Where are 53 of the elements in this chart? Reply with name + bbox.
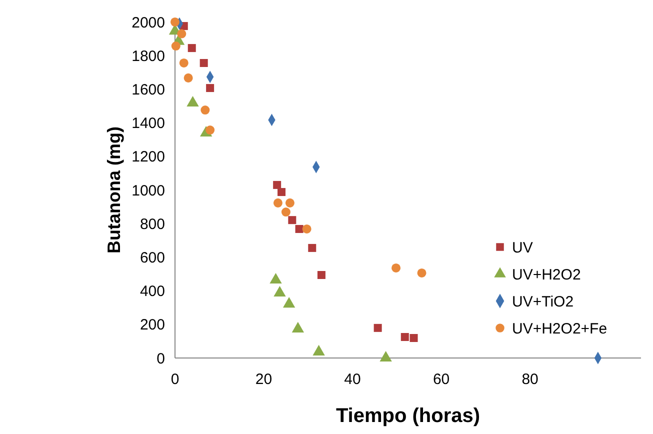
y-tick-label: 600 — [140, 249, 165, 266]
point — [302, 224, 312, 234]
point — [400, 333, 409, 341]
point — [188, 44, 196, 52]
point — [273, 180, 282, 189]
point — [295, 224, 304, 233]
y-tick-label: 400 — [140, 283, 165, 300]
point — [274, 286, 286, 296]
y-tick-label: 800 — [140, 216, 165, 233]
point — [380, 350, 392, 362]
y-tick-label: 2000 — [132, 14, 165, 32]
y-tick-label: 1600 — [132, 81, 165, 98]
point — [308, 244, 316, 252]
legend-label: UV — [512, 239, 533, 256]
x-tick-label: 60 — [432, 371, 450, 388]
y-tick-label: 0 — [156, 350, 165, 368]
point — [170, 17, 180, 27]
point — [179, 58, 188, 68]
point — [200, 106, 210, 115]
y-tick-label: 1200 — [132, 148, 165, 166]
point — [206, 84, 214, 92]
x-tick-label: 80 — [522, 371, 538, 388]
point — [200, 58, 208, 67]
point — [374, 324, 382, 332]
point — [312, 344, 325, 356]
point — [417, 268, 426, 278]
point — [281, 208, 290, 217]
point — [292, 322, 304, 332]
point — [392, 263, 401, 272]
point — [171, 42, 180, 51]
y-tick-label: 1800 — [132, 48, 165, 65]
point — [282, 297, 296, 308]
point — [273, 198, 282, 208]
point — [184, 73, 193, 82]
x-tick-label: 40 — [344, 371, 361, 388]
y-tick-label: 1000 — [132, 182, 165, 200]
legend-label: UV+TiO2 — [512, 293, 574, 310]
point — [206, 126, 215, 135]
x-tick-label: 0 — [170, 371, 180, 388]
legend-label: UV+H2O2 — [512, 266, 581, 284]
legend-label: UV+H2O2+Fe — [512, 320, 608, 338]
x-tick-label: 20 — [255, 371, 272, 388]
point — [288, 216, 296, 224]
point — [177, 29, 186, 38]
point — [278, 188, 286, 196]
x-axis-title: Tiempo (horas) — [336, 405, 480, 427]
y-tick-label: 1400 — [132, 115, 165, 132]
point — [270, 273, 282, 284]
y-axis-title: Butanona (mg) — [104, 126, 124, 254]
point — [410, 334, 418, 342]
point — [317, 271, 326, 280]
y-tick-label: 200 — [140, 316, 165, 334]
point — [285, 198, 294, 208]
